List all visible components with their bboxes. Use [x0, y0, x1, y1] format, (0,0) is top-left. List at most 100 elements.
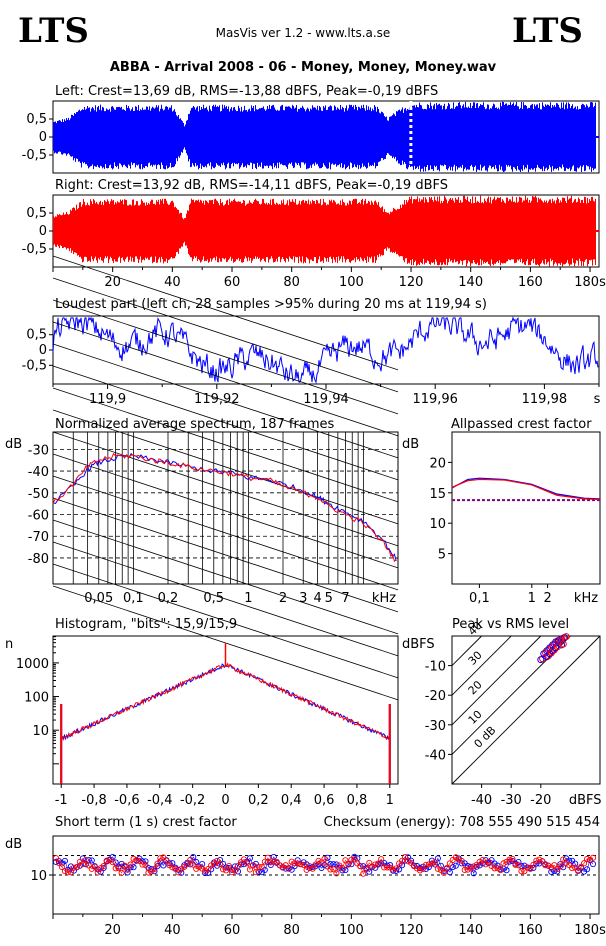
crest-point-left	[208, 866, 215, 873]
crest-point-right	[390, 866, 397, 873]
histogram-ytick-label: 100	[24, 691, 49, 706]
spectrum-diagonal	[52, 563, 399, 679]
crest-point-right	[431, 859, 438, 866]
crest-point-left	[551, 867, 558, 874]
histogram-xtick-label: 0,6	[314, 793, 335, 808]
crest-point-right	[127, 861, 134, 868]
peakrms-point-right	[553, 643, 561, 651]
crest-point-right	[557, 863, 564, 870]
file-title: ABBA - Arrival 2008 - 06 - Money, Money,…	[109, 60, 497, 75]
crest-point-left	[584, 866, 591, 873]
peakrms-diagonal	[451, 635, 512, 696]
spectrum-diagonal	[52, 343, 399, 459]
crest-checksum: Checksum (energy): 708 555 490 515 454	[324, 815, 600, 830]
crest-point-right	[240, 856, 248, 863]
peakrms-point-right	[539, 655, 547, 663]
loudest-xunit: s	[594, 392, 601, 407]
spectrum-diagonal	[52, 431, 399, 547]
crest-point-right	[458, 857, 465, 864]
crest-point-right	[228, 869, 236, 876]
crest-point-left	[503, 867, 510, 874]
crest-xtick-label: 20	[104, 923, 121, 938]
crest-point-right	[217, 860, 224, 867]
crest-point-right	[575, 868, 582, 875]
loudest-title: Loudest part (left ch, 28 samples >95% d…	[55, 297, 487, 312]
spectrum-frame	[52, 431, 399, 585]
spectrum-ytick-label: -30	[28, 443, 49, 458]
allpass-series-left	[451, 477, 601, 500]
right-waveform-xtick-label: 60	[224, 275, 241, 290]
crest-point-right	[58, 863, 66, 871]
crest-xtick-label: 180s	[574, 923, 606, 938]
logo-right: LTS	[512, 11, 583, 51]
crest-point-right	[357, 863, 364, 870]
crest-point-right	[184, 860, 191, 868]
crest-xtick-label: 120	[399, 923, 424, 938]
crest-point-right	[190, 861, 197, 868]
crest-point-right	[139, 861, 146, 868]
peakrms-diagonal	[451, 635, 542, 726]
spectrum-xtick-label: 3	[299, 591, 307, 606]
crest-point-right	[249, 862, 256, 869]
crest-point-right	[136, 857, 143, 865]
crest-point-right	[485, 858, 492, 865]
peakrms-frame	[451, 635, 601, 785]
spectrum-xtick-label: 0,05	[84, 591, 113, 606]
crest-point-right	[399, 857, 406, 864]
crest-point-left	[399, 862, 406, 869]
crest-point-right	[52, 855, 60, 862]
crest-point-left	[488, 857, 495, 864]
crest-point-left	[589, 861, 597, 868]
crest-point-right	[351, 856, 358, 863]
crest-point-right	[103, 857, 110, 864]
crest-point-right	[515, 862, 522, 869]
crest-xtick-label: 160	[518, 923, 543, 938]
crest-point-left	[76, 862, 83, 869]
crest-point-right	[109, 859, 116, 866]
crest-point-right	[419, 865, 427, 873]
allpass-frame	[451, 431, 601, 585]
loudest-xtick-label: 119,96	[412, 392, 458, 407]
crest-point-right	[524, 864, 531, 871]
crest-point-right	[163, 857, 170, 864]
right-waveform-xtick-label: 20	[104, 275, 121, 290]
crest-point-right	[100, 863, 107, 870]
right-waveform-signal	[53, 195, 596, 267]
left-waveform-title: Left: Crest=13,69 dB, RMS=-13,88 dBFS, P…	[55, 84, 438, 99]
crest-point-right	[509, 855, 516, 862]
allpass-xunit: kHz	[574, 591, 598, 606]
crest-point-right	[187, 856, 194, 864]
crest-point-left	[306, 864, 313, 872]
peakrms-ytick-label: -10	[425, 660, 446, 675]
histogram-xtick-label: -0,2	[180, 793, 205, 808]
spectrum-xtick-label: 0,2	[158, 591, 179, 606]
crest-point-left	[288, 866, 295, 873]
logo-left: LTS	[18, 11, 89, 51]
crest-point-left	[431, 861, 438, 868]
crest-point-right	[375, 860, 382, 867]
crest-point-left	[428, 857, 435, 864]
loudest-xtick-label: 119,94	[303, 392, 349, 407]
loudest-xtick-label: 119,98	[522, 392, 568, 407]
crest-point-right	[318, 859, 325, 866]
crest-point-right	[234, 862, 242, 869]
crest-point-right	[533, 857, 540, 864]
crest-point-right	[422, 861, 430, 868]
crest-point-right	[133, 857, 140, 864]
crest-point-right	[363, 866, 370, 873]
spectrum-diagonal	[52, 277, 399, 393]
crest-point-right	[360, 870, 367, 877]
crest-point-left	[178, 869, 185, 876]
crest-point-right	[345, 861, 352, 868]
crest-point-right	[321, 855, 328, 862]
crest-point-right	[434, 865, 441, 872]
right-waveform-xtick-label: 140	[458, 275, 483, 290]
crest-point-left	[560, 864, 567, 871]
crest-point-right	[124, 866, 131, 873]
crest-point-right	[455, 856, 462, 863]
crest-point-right	[500, 860, 507, 867]
crest-point-right	[82, 856, 89, 864]
crest-point-right	[539, 858, 546, 865]
peakrms-diagonal	[451, 635, 482, 666]
crest-point-right	[297, 861, 304, 868]
